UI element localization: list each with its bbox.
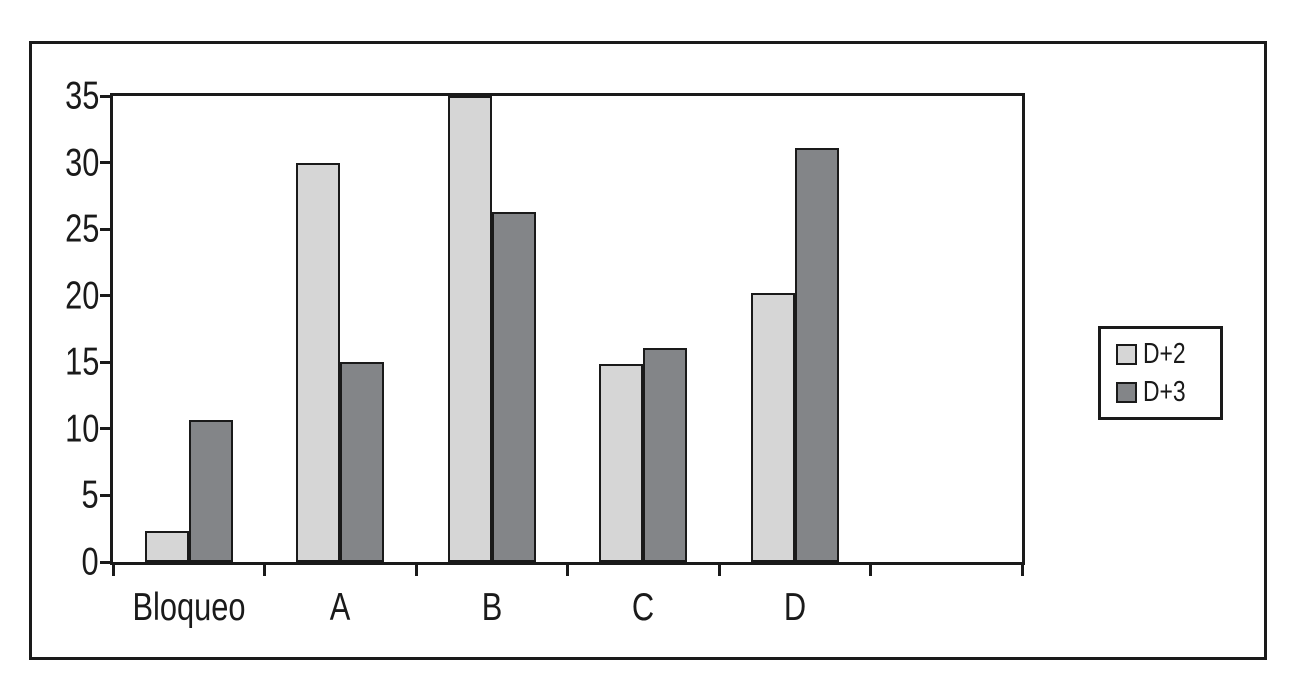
legend-label-d3: D+3 (1143, 375, 1186, 408)
x-axis-tick (717, 562, 721, 576)
bar-d3-d (794, 147, 839, 562)
x-axis-category-label: C (632, 586, 655, 629)
y-axis-tick (100, 493, 113, 497)
bar-d2-d (750, 293, 795, 562)
y-axis-tick (100, 427, 113, 431)
bar-d3-b (491, 211, 536, 562)
legend-swatch-d3 (1116, 381, 1137, 403)
y-axis-tick (100, 161, 113, 165)
y-axis-tick-label: 35 (64, 74, 99, 118)
legend-swatch-d2 (1116, 343, 1137, 365)
x-axis-category-label: B (481, 586, 503, 629)
x-axis-tick (566, 562, 569, 576)
plot-area: 0 5 10 15 20 25 30 35 Bloqueo A B C D (65, 77, 1025, 627)
y-axis-tick-label: 25 (64, 207, 99, 251)
bar-d3-c (643, 347, 688, 562)
y-axis-tick (100, 294, 113, 298)
y-axis-tick-label: 10 (64, 407, 99, 451)
y-axis-tick (100, 94, 113, 98)
figure-frame: 0 5 10 15 20 25 30 35 Bloqueo A B C D D+2 D+3 (29, 41, 1267, 660)
x-axis-tick (869, 562, 872, 576)
legend: D+2 D+3 (1098, 326, 1223, 420)
y-axis-tick-label: 5 (81, 473, 99, 517)
y-axis-tick-label: 30 (64, 141, 99, 185)
x-axis-tick (414, 562, 418, 576)
bar-d3-bloqueo (188, 419, 233, 562)
y-axis-tick-label: 0 (81, 540, 99, 584)
x-axis-tick (111, 562, 115, 576)
y-axis-tick (100, 227, 113, 231)
x-axis-tick (1020, 562, 1024, 576)
x-axis-category-label: D (783, 586, 806, 629)
y-axis-tick-label: 20 (64, 274, 99, 318)
legend-label-d2: D+2 (1143, 337, 1186, 370)
x-axis-tick (263, 562, 266, 576)
y-axis-tick (100, 560, 113, 564)
x-axis-category-label: Bloqueo (132, 586, 246, 629)
legend-item-d3: D+3 (1101, 375, 1220, 408)
bar-d2-a (296, 162, 341, 562)
bar-d2-b (447, 96, 492, 562)
legend-item-d2: D+2 (1101, 337, 1220, 370)
x-axis-category-label: A (329, 586, 351, 629)
bar-d2-bloqueo (144, 531, 189, 562)
bar-d3-a (340, 362, 385, 562)
y-axis-tick-label: 15 (64, 340, 99, 384)
bar-d2-c (599, 363, 644, 562)
y-axis-tick (100, 360, 113, 364)
